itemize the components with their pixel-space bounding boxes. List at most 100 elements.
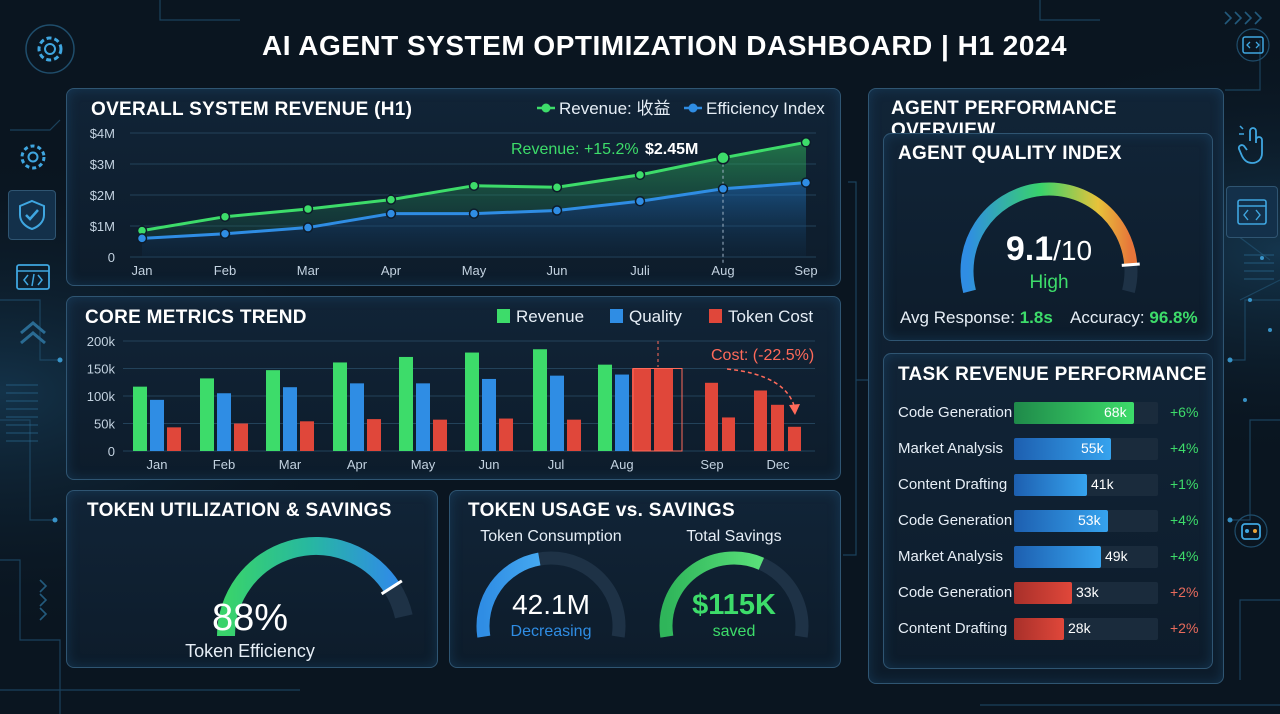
task-value: 55k — [1081, 440, 1104, 456]
efficiency-point[interactable] — [551, 205, 563, 216]
token-cost-bar[interactable] — [771, 404, 784, 451]
task-change: +2% — [1170, 620, 1199, 636]
y-tick-label: 0 — [108, 250, 115, 265]
quality-gauge-needle — [1121, 262, 1140, 267]
revenue-bar[interactable] — [399, 356, 413, 451]
token-cost-bar[interactable] — [754, 390, 767, 452]
cost-arrow — [726, 368, 796, 410]
shield-icon[interactable] — [8, 190, 56, 240]
accuracy-value: 96.8% — [1149, 308, 1198, 327]
task-row[interactable]: Market Analysis 55k +4% — [898, 436, 1208, 464]
legend-token-cost[interactable]: Token Cost — [728, 307, 813, 326]
legend-revenue[interactable]: Revenue: 收益 — [559, 99, 671, 118]
y-tick-label: 150k — [87, 362, 116, 377]
quality-score: 9.1/10 — [884, 230, 1214, 269]
task-bar-track — [1014, 582, 1158, 604]
terminal-icon[interactable] — [1226, 186, 1278, 238]
revenue-bar[interactable] — [200, 378, 214, 451]
token-cost-bar[interactable] — [567, 419, 581, 451]
legend-marker — [541, 103, 551, 113]
legend-swatch — [610, 309, 623, 323]
token-cost-bar[interactable] — [234, 423, 248, 452]
efficiency-point[interactable] — [717, 183, 729, 195]
x-tick-label: Feb — [213, 457, 235, 472]
agent-overview-panel: AGENT PERFORMANCE OVERVIEW AGENT QUALITY… — [868, 88, 1224, 684]
token-cost-bar[interactable] — [705, 382, 718, 451]
revenue-panel: OVERALL SYSTEM REVENUE (H1) 0 $1M $2M $3M $4… — [66, 88, 841, 286]
agent-quality-title: AGENT QUALITY INDEX — [898, 143, 1122, 164]
task-row[interactable]: Content Drafting 41k +1% — [898, 472, 1208, 500]
task-bar-track — [1014, 510, 1158, 532]
revenue-bar[interactable] — [465, 352, 479, 451]
revenue-point[interactable] — [716, 151, 730, 165]
code-icon[interactable] — [14, 258, 52, 296]
task-row[interactable]: Content Drafting 28k +2% — [898, 616, 1208, 644]
task-row[interactable]: Code Generation 68k +6% — [898, 400, 1208, 428]
revenue-bar[interactable] — [533, 349, 547, 451]
quality-bar[interactable] — [217, 393, 231, 451]
revenue-point[interactable] — [468, 180, 480, 191]
token-cost-bar[interactable] — [433, 419, 447, 451]
token-cost-bar[interactable] — [167, 427, 181, 451]
revenue-point[interactable] — [302, 203, 314, 215]
efficiency-point[interactable] — [468, 208, 480, 219]
task-bar-fill — [1014, 438, 1111, 460]
token-cost-bar[interactable] — [367, 419, 381, 451]
task-bar-fill — [1014, 582, 1072, 604]
touch-icon[interactable] — [1234, 125, 1272, 164]
efficiency-point[interactable] — [800, 177, 812, 188]
efficiency-point[interactable] — [634, 195, 646, 207]
quality-bar[interactable] — [283, 387, 297, 451]
code-window-icon[interactable] — [1234, 26, 1272, 64]
revenue-bar[interactable] — [598, 364, 612, 451]
legend-efficiency[interactable]: Efficiency Index — [706, 99, 825, 118]
task-revenue-title: TASK REVENUE PERFORMANCE — [898, 364, 1207, 385]
task-revenue-card: TASK REVENUE PERFORMANCE Code Generation… — [883, 353, 1213, 669]
x-tick-label: Aug — [711, 263, 734, 278]
revenue-bar[interactable] — [266, 370, 280, 451]
x-tick-label: May — [411, 457, 436, 472]
robot-icon[interactable] — [1232, 512, 1270, 550]
gear-icon[interactable] — [22, 24, 78, 74]
quality-bar[interactable] — [482, 378, 496, 451]
settings-icon[interactable] — [14, 138, 52, 176]
task-row[interactable]: Market Analysis 49k +4% — [898, 544, 1208, 572]
token-cost-bar[interactable] — [722, 417, 735, 451]
task-bar-fill — [1014, 510, 1108, 532]
chevron-up-icon[interactable] — [14, 314, 52, 352]
quality-bar[interactable] — [416, 383, 430, 451]
x-tick-label: Jun — [547, 263, 568, 278]
revenue-point[interactable] — [385, 194, 397, 205]
revenue-point[interactable] — [551, 182, 563, 193]
token-cost-bar[interactable] — [788, 426, 801, 451]
revenue-point[interactable] — [219, 211, 231, 222]
quality-bar[interactable] — [615, 374, 629, 451]
token-cost-bar[interactable] — [300, 421, 314, 451]
revenue-point[interactable] — [634, 169, 646, 181]
task-label: Content Drafting — [898, 620, 1008, 637]
legend-revenue[interactable]: Revenue — [516, 307, 584, 326]
revenue-bar[interactable] — [333, 362, 347, 451]
task-row[interactable]: Code Generation 33k +2% — [898, 580, 1208, 608]
total-savings-label: Total Savings — [686, 528, 782, 545]
quality-bar[interactable] — [350, 383, 364, 451]
efficiency-point[interactable] — [385, 208, 397, 219]
x-tick-label: May — [462, 263, 487, 278]
efficiency-point[interactable] — [219, 228, 231, 239]
revenue-point[interactable] — [800, 137, 812, 148]
token-cost-bar[interactable] — [654, 368, 673, 452]
task-bar-track — [1014, 546, 1158, 568]
task-label: Code Generation — [898, 512, 1013, 529]
quality-bar[interactable] — [150, 399, 164, 451]
efficiency-point[interactable] — [136, 233, 148, 244]
avg-response-value: 1.8s — [1019, 308, 1053, 327]
efficiency-point[interactable] — [302, 222, 314, 233]
token-cost-bar[interactable] — [499, 418, 513, 451]
revenue-bar[interactable] — [133, 386, 147, 451]
token-cost-bar[interactable] — [632, 368, 651, 452]
quality-bar[interactable] — [550, 375, 564, 451]
legend-quality[interactable]: Quality — [629, 307, 682, 326]
avg-response: Avg Response: 1.8s — [900, 308, 1053, 328]
task-row[interactable]: Code Generation 53k +4% — [898, 508, 1208, 536]
task-value: 41k — [1091, 476, 1114, 492]
